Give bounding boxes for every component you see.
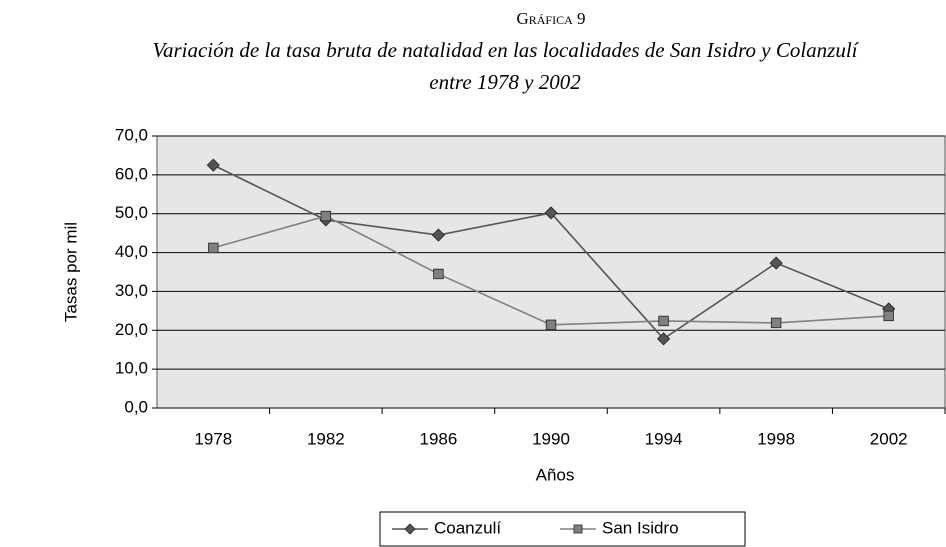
marker — [545, 319, 557, 331]
marker — [320, 210, 332, 222]
y-tick-label: 0,0 — [124, 397, 148, 416]
marker — [883, 310, 894, 322]
x-tick-label: 2002 — [870, 429, 908, 448]
marker — [433, 268, 444, 280]
y-tick-label: 10,0 — [115, 359, 148, 378]
legend-label: Coanzulí — [434, 518, 501, 537]
y-axis-label: Tasas por mil — [61, 222, 80, 322]
x-tick-label: 1998 — [757, 429, 795, 448]
y-tick-label: 30,0 — [115, 281, 148, 300]
y-tick-label: 40,0 — [115, 242, 148, 261]
plot-area — [156, 135, 946, 409]
x-tick-label: 1978 — [194, 429, 232, 448]
x-tick-label: 1990 — [532, 429, 570, 448]
marker — [770, 317, 782, 329]
y-tick-label: 20,0 — [115, 320, 148, 339]
y-tick-label: 70,0 — [115, 125, 148, 144]
x-tick-label: 1994 — [645, 429, 683, 448]
marker — [404, 523, 416, 535]
chart-title: Gráfica 9 — [516, 9, 585, 28]
marker — [769, 256, 783, 270]
chart-subtitle: entre 1978 y 2002 — [429, 70, 581, 94]
y-tick-label: 50,0 — [115, 203, 148, 222]
marker — [208, 242, 219, 254]
x-tick-label: 1986 — [420, 429, 458, 448]
marker — [431, 228, 445, 242]
marker — [573, 524, 583, 534]
marker — [657, 332, 671, 346]
chart-subtitle: Variación de la tasa bruta de natalidad … — [152, 38, 859, 62]
marker — [658, 315, 669, 327]
x-axis-label: Años — [536, 465, 575, 484]
y-tick-label: 60,0 — [115, 164, 148, 183]
marker — [544, 206, 558, 220]
x-tick-label: 1982 — [307, 429, 345, 448]
marker — [206, 158, 220, 172]
legend-label: San Isidro — [602, 518, 679, 537]
